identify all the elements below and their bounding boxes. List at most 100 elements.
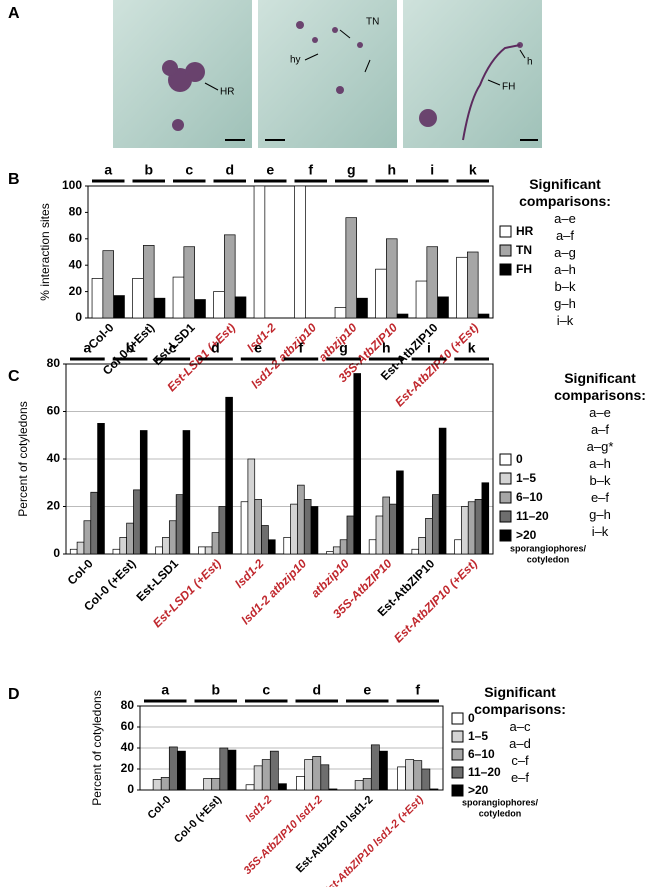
- bar: [429, 788, 439, 791]
- bar: [370, 744, 380, 791]
- group-label: a: [104, 162, 112, 178]
- plot-frame: [65, 363, 494, 555]
- comparison: b–k: [554, 279, 576, 294]
- annotation: TN: [366, 17, 379, 28]
- bar: [160, 777, 170, 791]
- bar: [405, 759, 415, 791]
- bar: [234, 296, 247, 319]
- plot-frame: [139, 705, 444, 791]
- bar: [375, 268, 387, 319]
- y-tick-label: 60: [69, 231, 83, 245]
- bar: [203, 778, 213, 791]
- y-tick-label: 20: [69, 284, 83, 298]
- bar: [339, 539, 348, 555]
- bar: [438, 427, 447, 555]
- legend-swatch: [451, 784, 464, 797]
- bar: [303, 499, 312, 555]
- y-axis-label: % interaction sites: [38, 203, 52, 300]
- comparison: i–k: [556, 313, 574, 328]
- legend-label: FH: [516, 262, 532, 276]
- comparison: a–g: [554, 245, 576, 260]
- comparison: a–e: [554, 211, 576, 226]
- bar: [183, 246, 196, 319]
- bar: [353, 373, 361, 555]
- group-label: k: [469, 162, 477, 178]
- bar: [112, 548, 121, 555]
- annotation: FH: [502, 82, 515, 93]
- bar: [247, 458, 256, 555]
- bar: [153, 297, 166, 319]
- comparison: a–h: [554, 262, 576, 277]
- bar: [213, 291, 225, 319]
- comparisons-title: Significant comparisons:: [554, 370, 646, 403]
- group-label: g: [347, 162, 356, 178]
- group-label: f: [308, 162, 313, 178]
- bar: [162, 537, 170, 555]
- bar: [389, 503, 397, 555]
- x-tick-label: atbzip10: [308, 556, 352, 600]
- legend-label: HR: [516, 224, 534, 238]
- bar: [396, 470, 404, 555]
- bar: [413, 760, 423, 791]
- bar: [304, 759, 314, 791]
- bar: [310, 506, 319, 555]
- group-label: b: [211, 682, 220, 698]
- legend-swatch: [499, 491, 512, 504]
- bar: [97, 423, 105, 555]
- comparison: a–d: [509, 736, 531, 751]
- bar: [245, 784, 255, 791]
- comparison: i–k: [591, 524, 609, 539]
- bar: [269, 750, 279, 791]
- legend-label: 1–5: [468, 729, 488, 743]
- bar: [253, 185, 266, 319]
- group-label: f: [415, 682, 420, 698]
- bar: [296, 775, 305, 791]
- group-label: d: [225, 162, 234, 178]
- bar: [481, 482, 490, 555]
- bar: [225, 396, 233, 555]
- bar: [211, 532, 220, 555]
- legend-label: 6–10: [516, 490, 543, 504]
- bar: [91, 278, 104, 319]
- bar: [461, 506, 469, 555]
- y-tick-label: 100: [62, 178, 82, 192]
- bar: [320, 764, 330, 791]
- group-label: c: [262, 682, 270, 698]
- bar: [345, 217, 358, 319]
- y-tick-label: 0: [127, 782, 134, 796]
- comparison: e–f: [510, 770, 530, 785]
- group-label: e: [266, 162, 274, 178]
- bar: [155, 546, 163, 555]
- bar: [133, 489, 141, 555]
- bar: [346, 515, 355, 555]
- bar: [253, 765, 263, 791]
- bar: [132, 278, 144, 319]
- legend-note: cotyledon: [527, 554, 570, 564]
- bar: [83, 520, 92, 555]
- x-tick-label: lsd1-2: [232, 556, 267, 591]
- bar: [152, 779, 162, 791]
- legend-label: >20: [516, 528, 537, 542]
- bar: [415, 280, 428, 319]
- bar: [240, 501, 249, 555]
- bar: [227, 749, 237, 791]
- bar: [76, 541, 85, 555]
- bar: [126, 522, 134, 555]
- bar: [177, 750, 186, 791]
- y-tick-label: 40: [69, 257, 83, 271]
- bar: [143, 245, 155, 319]
- bar: [454, 539, 462, 555]
- bar: [386, 238, 398, 319]
- y-tick-label: 80: [121, 698, 135, 712]
- bar: [421, 768, 431, 791]
- annotations: HR hy TN FH h: [220, 17, 533, 98]
- legend-swatch: [499, 453, 512, 466]
- bar: [425, 518, 433, 555]
- legend-swatch: [451, 766, 464, 779]
- legend-label: 0: [516, 452, 523, 466]
- legend-swatch: [451, 712, 464, 725]
- y-tick-label: 0: [53, 546, 60, 560]
- comparisons: Significant comparisons: a–e a–f a–g a–h b–k g…: [500, 176, 630, 329]
- group-label: g: [339, 340, 348, 356]
- y-tick-label: 20: [121, 761, 135, 775]
